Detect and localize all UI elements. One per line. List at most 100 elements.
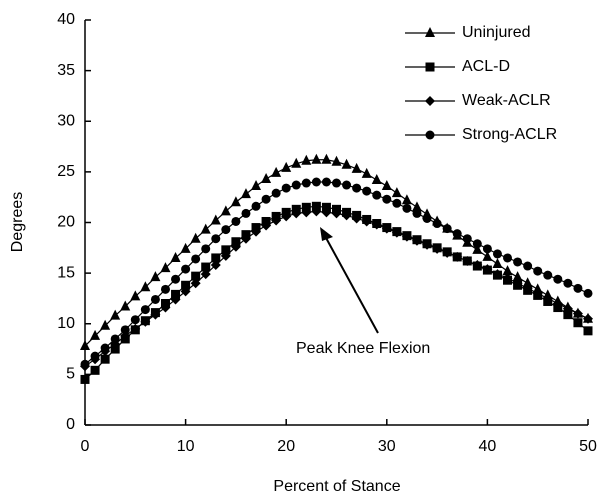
y-tick-label: 10 bbox=[57, 315, 75, 332]
marker bbox=[261, 194, 271, 204]
y-tick-label: 25 bbox=[57, 163, 75, 180]
marker bbox=[110, 344, 120, 354]
marker bbox=[411, 201, 422, 212]
marker bbox=[573, 318, 583, 328]
marker bbox=[402, 203, 412, 213]
marker bbox=[442, 247, 453, 258]
legend-label: Weak-ACLR bbox=[462, 92, 551, 109]
marker bbox=[230, 241, 241, 252]
marker bbox=[382, 194, 392, 204]
x-tick-label: 0 bbox=[81, 438, 90, 455]
marker bbox=[331, 208, 342, 219]
marker bbox=[271, 188, 281, 198]
marker bbox=[80, 359, 90, 369]
marker bbox=[361, 216, 372, 227]
y-tick-label: 20 bbox=[57, 214, 75, 231]
marker bbox=[361, 167, 372, 178]
y-tick-label: 0 bbox=[66, 416, 75, 433]
marker bbox=[100, 319, 111, 330]
marker bbox=[220, 205, 231, 216]
marker bbox=[240, 233, 251, 244]
marker bbox=[542, 293, 553, 304]
marker bbox=[201, 262, 211, 272]
marker bbox=[90, 351, 100, 361]
marker bbox=[563, 310, 573, 320]
marker bbox=[401, 231, 412, 242]
y-tick-label: 30 bbox=[57, 112, 75, 129]
marker bbox=[241, 208, 251, 218]
marker bbox=[442, 224, 452, 234]
marker bbox=[371, 173, 382, 184]
marker bbox=[150, 271, 161, 282]
marker bbox=[90, 329, 101, 340]
marker bbox=[321, 177, 331, 187]
marker bbox=[482, 250, 493, 261]
marker bbox=[211, 234, 221, 244]
marker bbox=[503, 253, 513, 263]
marker bbox=[80, 340, 90, 351]
marker bbox=[452, 251, 463, 262]
marker bbox=[391, 227, 402, 238]
marker bbox=[251, 201, 261, 211]
marker bbox=[200, 269, 211, 280]
marker bbox=[291, 157, 302, 168]
marker bbox=[291, 208, 302, 219]
marker bbox=[331, 155, 342, 166]
marker bbox=[110, 334, 120, 344]
marker bbox=[80, 374, 90, 384]
marker bbox=[140, 281, 151, 292]
marker bbox=[321, 153, 332, 164]
marker bbox=[522, 283, 533, 294]
marker bbox=[425, 27, 435, 37]
marker bbox=[492, 269, 503, 280]
marker bbox=[543, 270, 553, 280]
marker bbox=[181, 264, 191, 274]
marker bbox=[352, 183, 362, 193]
marker bbox=[425, 130, 435, 140]
series-line bbox=[84, 159, 589, 347]
marker bbox=[351, 213, 362, 224]
marker bbox=[462, 255, 473, 266]
marker bbox=[425, 62, 435, 72]
marker bbox=[381, 180, 392, 191]
marker bbox=[492, 258, 503, 269]
marker bbox=[301, 154, 312, 165]
marker bbox=[583, 313, 593, 324]
marker bbox=[221, 225, 231, 235]
marker bbox=[221, 245, 231, 255]
marker bbox=[432, 243, 443, 254]
legend-label: Strong-ACLR bbox=[462, 126, 557, 143]
marker bbox=[150, 294, 160, 304]
x-axis-label: Percent of Stance bbox=[273, 478, 400, 495]
y-tick-label: 5 bbox=[66, 366, 75, 383]
x-tick-label: 40 bbox=[479, 438, 497, 455]
y-tick-label: 15 bbox=[57, 264, 75, 281]
marker bbox=[462, 234, 472, 244]
marker bbox=[371, 219, 382, 230]
marker bbox=[130, 290, 141, 301]
marker bbox=[281, 161, 292, 172]
marker bbox=[170, 251, 181, 262]
marker bbox=[391, 187, 402, 198]
marker bbox=[281, 183, 291, 193]
marker bbox=[422, 239, 433, 250]
marker bbox=[522, 277, 533, 288]
marker bbox=[563, 278, 573, 288]
marker bbox=[351, 162, 362, 173]
y-tick-label: 35 bbox=[57, 62, 75, 79]
marker bbox=[512, 278, 523, 289]
marker bbox=[190, 278, 201, 289]
marker bbox=[553, 274, 563, 284]
marker bbox=[120, 325, 130, 335]
marker bbox=[170, 294, 181, 305]
marker bbox=[572, 308, 583, 319]
marker bbox=[301, 207, 312, 218]
marker bbox=[472, 239, 482, 249]
marker bbox=[140, 305, 150, 315]
marker bbox=[160, 302, 171, 313]
marker bbox=[140, 316, 151, 327]
marker bbox=[160, 284, 170, 294]
marker bbox=[180, 242, 191, 253]
marker bbox=[472, 260, 483, 271]
marker bbox=[291, 180, 301, 190]
